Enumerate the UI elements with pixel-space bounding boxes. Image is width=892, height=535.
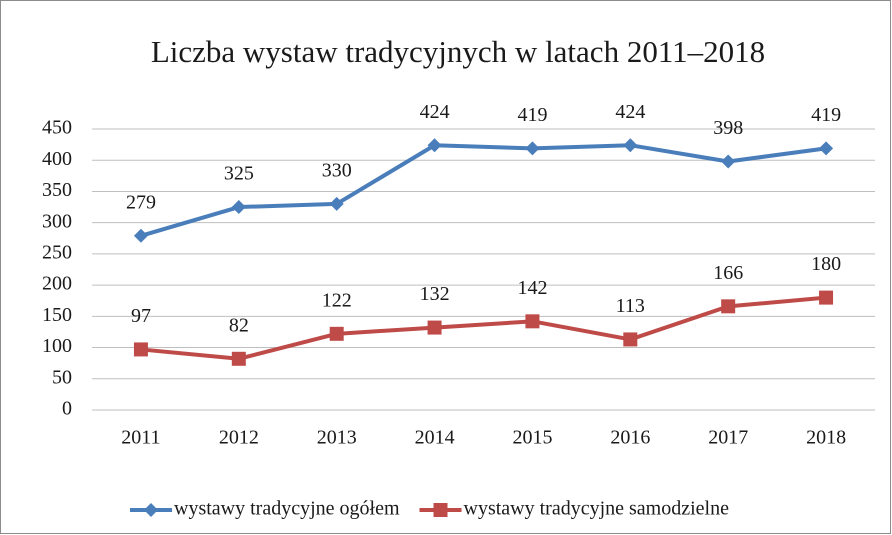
square-marker xyxy=(433,503,448,517)
y-tick-label: 50 xyxy=(52,366,72,388)
data-label: 419 xyxy=(517,104,547,126)
square-marker xyxy=(329,326,344,341)
y-tick-label: 200 xyxy=(42,273,72,295)
diamond-marker xyxy=(144,503,158,517)
diamond-marker xyxy=(819,141,834,156)
data-label: 180 xyxy=(811,253,841,275)
diamond-marker xyxy=(623,138,638,153)
data-label: 142 xyxy=(517,277,547,299)
diamond-marker xyxy=(427,138,442,153)
y-tick-label: 100 xyxy=(42,335,72,357)
square-marker xyxy=(231,351,246,366)
diamond-marker xyxy=(721,154,736,169)
square-marker xyxy=(427,320,442,335)
x-tick-label: 2014 xyxy=(415,427,455,449)
data-label: 419 xyxy=(811,104,841,126)
y-tick-label: 350 xyxy=(42,179,72,201)
data-label: 398 xyxy=(713,117,743,139)
y-tick-label: 250 xyxy=(42,241,72,263)
data-label: 424 xyxy=(615,101,645,123)
chart-title: Liczba wystaw tradycyjnych w latach 2011… xyxy=(151,34,765,69)
data-label: 113 xyxy=(616,295,645,317)
diamond-marker xyxy=(133,228,148,243)
y-tick-label: 150 xyxy=(42,304,72,326)
square-marker xyxy=(133,342,148,357)
data-label: 82 xyxy=(229,314,249,336)
x-tick-label: 2017 xyxy=(708,427,748,449)
data-label: 330 xyxy=(322,160,352,182)
diamond-marker xyxy=(525,141,540,156)
x-tick-label: 2015 xyxy=(512,427,552,449)
y-tick-label: 300 xyxy=(42,210,72,232)
x-tick-label: 2012 xyxy=(219,427,259,449)
data-label: 166 xyxy=(713,262,743,284)
y-tick-label: 0 xyxy=(62,398,72,420)
x-tick-label: 2016 xyxy=(610,427,650,449)
diamond-marker xyxy=(231,200,246,215)
square-marker xyxy=(819,290,834,305)
data-label: 424 xyxy=(420,101,450,123)
legend-label: wystawy tradycyjne samodzielne xyxy=(464,498,730,520)
data-label: 325 xyxy=(224,163,254,185)
square-marker xyxy=(623,332,638,347)
series-line xyxy=(140,143,827,238)
legend-label: wystawy tradycyjne ogółem xyxy=(174,498,400,520)
series-line xyxy=(140,295,827,361)
x-tick-label: 2011 xyxy=(121,427,160,449)
data-label: 132 xyxy=(420,283,450,305)
y-tick-label: 400 xyxy=(42,148,72,170)
square-marker xyxy=(721,299,736,314)
data-label: 279 xyxy=(126,191,156,213)
x-tick-label: 2013 xyxy=(317,427,357,449)
y-tick-label: 450 xyxy=(42,117,72,139)
data-label: 122 xyxy=(322,289,352,311)
square-marker xyxy=(525,314,540,329)
data-label: 97 xyxy=(131,305,151,327)
x-tick-label: 2018 xyxy=(806,427,846,449)
diamond-marker xyxy=(329,196,344,211)
